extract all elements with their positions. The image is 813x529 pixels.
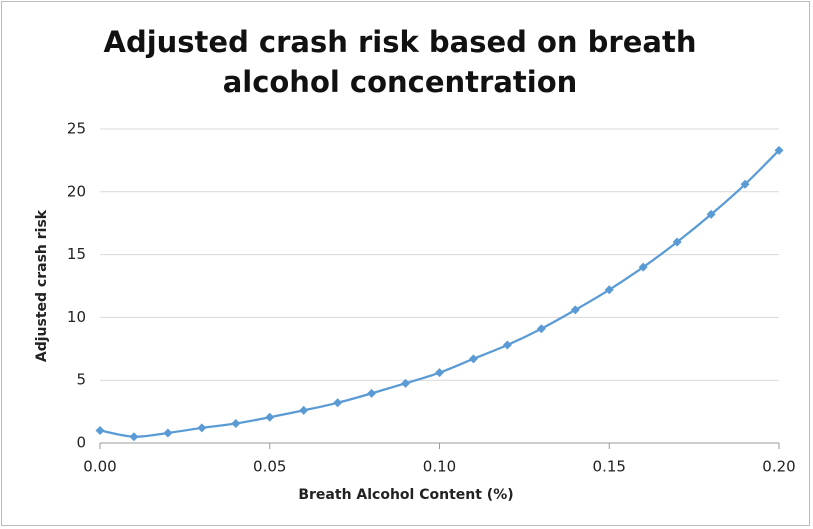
x-tick-label: 0.00 xyxy=(83,458,116,476)
marker xyxy=(468,354,478,364)
y-axis-label: Adjusted crash risk xyxy=(34,209,50,362)
marker xyxy=(197,423,207,433)
x-axis-label: Breath Alcohol Content (%) xyxy=(298,487,513,503)
y-tick-label: 25 xyxy=(67,120,86,138)
marker xyxy=(740,179,750,189)
y-tick-label: 5 xyxy=(76,371,86,389)
marker xyxy=(706,209,716,219)
marker xyxy=(231,419,241,429)
marker xyxy=(502,340,512,350)
marker xyxy=(163,428,173,438)
marker xyxy=(129,432,139,442)
marker xyxy=(401,378,411,388)
marker xyxy=(536,324,546,334)
marker xyxy=(774,145,784,155)
marker xyxy=(95,425,105,435)
marker xyxy=(672,237,682,247)
x-tick-label: 0.10 xyxy=(423,458,456,476)
marker xyxy=(367,388,377,398)
marker xyxy=(638,262,648,272)
marker xyxy=(299,405,309,415)
y-tick-label: 15 xyxy=(67,245,86,263)
chart-title: Adjusted crash risk based on breath alco… xyxy=(103,25,697,99)
marker xyxy=(265,412,275,422)
y-tick-label: 20 xyxy=(67,182,86,200)
marker xyxy=(570,305,580,315)
marker xyxy=(604,285,614,295)
marker xyxy=(333,398,343,408)
y-tick-label: 10 xyxy=(67,308,86,326)
y-tick-label: 0 xyxy=(76,434,86,452)
x-tick-label: 0.15 xyxy=(593,458,626,476)
x-tick-label: 0.05 xyxy=(253,458,286,476)
marker xyxy=(435,368,444,378)
x-tick-label: 0.20 xyxy=(762,458,795,476)
